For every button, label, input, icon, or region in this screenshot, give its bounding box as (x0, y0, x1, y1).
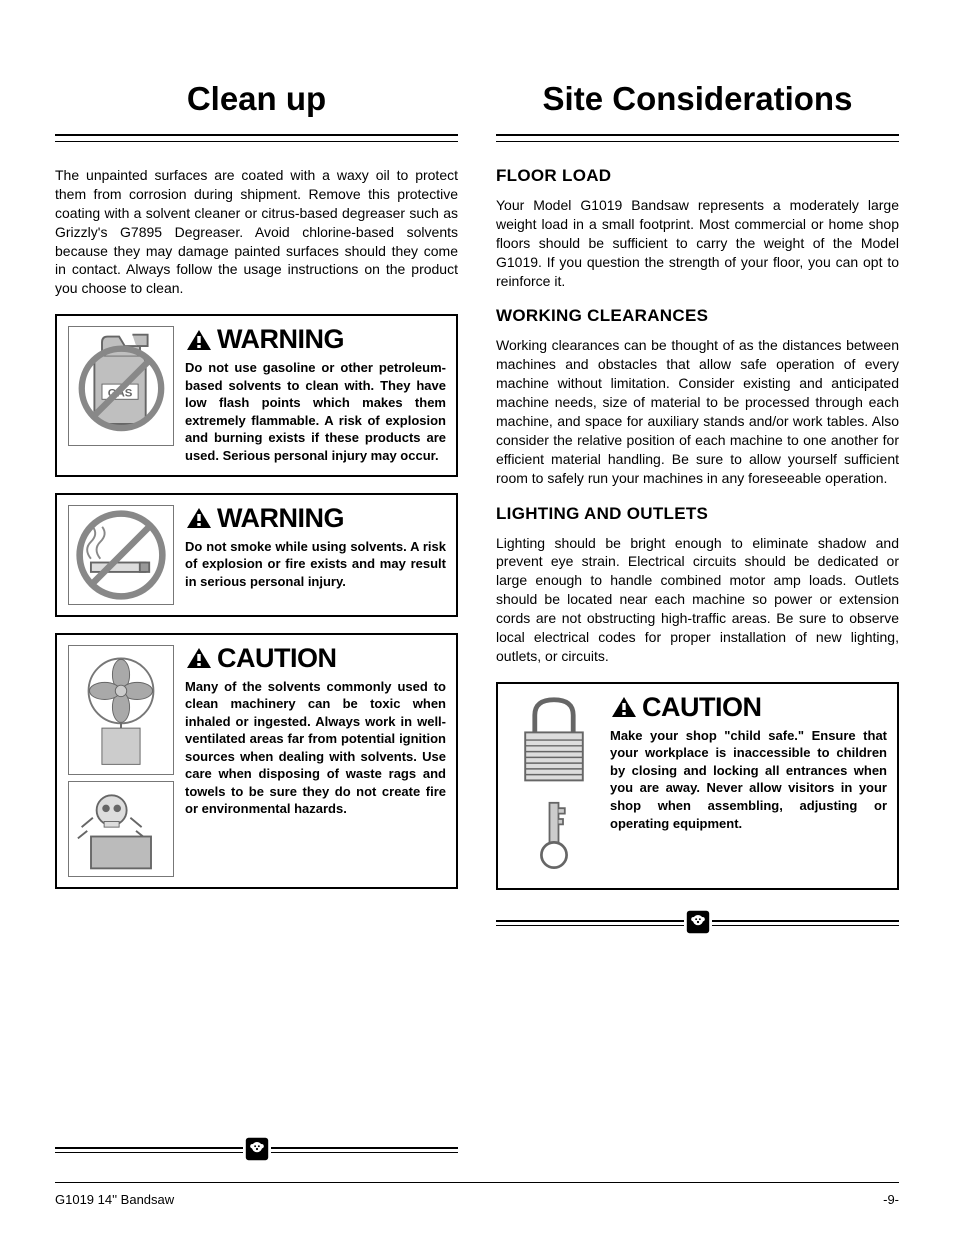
alert-triangle-icon (185, 328, 213, 352)
padlock-icon (514, 694, 594, 795)
floor-load-heading: FLOOR LOAD (496, 166, 899, 186)
right-column: Site Considerations FLOOR LOAD Your Mode… (496, 80, 899, 938)
warning-gasoline-text: Do not use gasoline or other petroleum-b… (185, 359, 446, 464)
clearances-text: Working clearances can be thought of as … (496, 336, 899, 487)
alert-triangle-icon (185, 506, 213, 530)
caution-childsafe: CAUTION Make your shop "child safe." Ens… (496, 682, 899, 890)
warning-label: WARNING (185, 505, 446, 532)
caution-label: CAUTION (610, 694, 887, 721)
lighting-text: Lighting should be bright enough to elim… (496, 534, 899, 666)
caution-label-text: CAUTION (642, 694, 762, 721)
section-end-rule-left (55, 1135, 458, 1165)
bear-logo-icon (243, 1135, 271, 1163)
clearances-heading: WORKING CLEARANCES (496, 306, 899, 326)
skull-rag-icon (68, 781, 174, 877)
lighting-heading: LIGHTING AND OUTLETS (496, 504, 899, 524)
no-smoking-icon (68, 505, 174, 605)
warning-label-text: WARNING (217, 326, 344, 353)
left-column: Clean up The unpainted surfaces are coat… (55, 80, 458, 938)
cleanup-title: Clean up (55, 80, 458, 118)
key-icon (535, 801, 573, 878)
footer-page-number: -9- (883, 1192, 899, 1207)
title-rule (55, 134, 458, 142)
warning-gasoline: GAS WARNING Do not use gasoline or other… (55, 314, 458, 476)
cleanup-intro: The unpainted surfaces are coated with a… (55, 166, 458, 298)
caution-label: CAUTION (185, 645, 446, 672)
caution-solvents-text: Many of the solvents commonly used to cl… (185, 678, 446, 818)
fan-icon (68, 645, 174, 775)
gas-can-icon: GAS (68, 326, 174, 446)
warning-label: WARNING (185, 326, 446, 353)
caution-solvents: CAUTION Many of the solvents commonly us… (55, 633, 458, 889)
alert-triangle-icon (610, 695, 638, 719)
caution-label-text: CAUTION (217, 645, 337, 672)
section-end-rule (496, 908, 899, 938)
alert-triangle-icon (185, 646, 213, 670)
title-rule (496, 134, 899, 142)
warning-label-text: WARNING (217, 505, 344, 532)
footer-rule (55, 1182, 899, 1183)
warning-smoking: WARNING Do not smoke while using solvent… (55, 493, 458, 617)
warning-smoking-text: Do not smoke while using solvents. A ris… (185, 538, 446, 591)
site-title: Site Considerations (496, 80, 899, 118)
floor-load-text: Your Model G1019 Bandsaw represents a mo… (496, 196, 899, 290)
caution-childsafe-text: Make your shop "child safe." Ensure that… (610, 727, 887, 832)
footer-left: G1019 14'' Bandsaw (55, 1192, 174, 1207)
bear-logo-icon (684, 908, 712, 936)
